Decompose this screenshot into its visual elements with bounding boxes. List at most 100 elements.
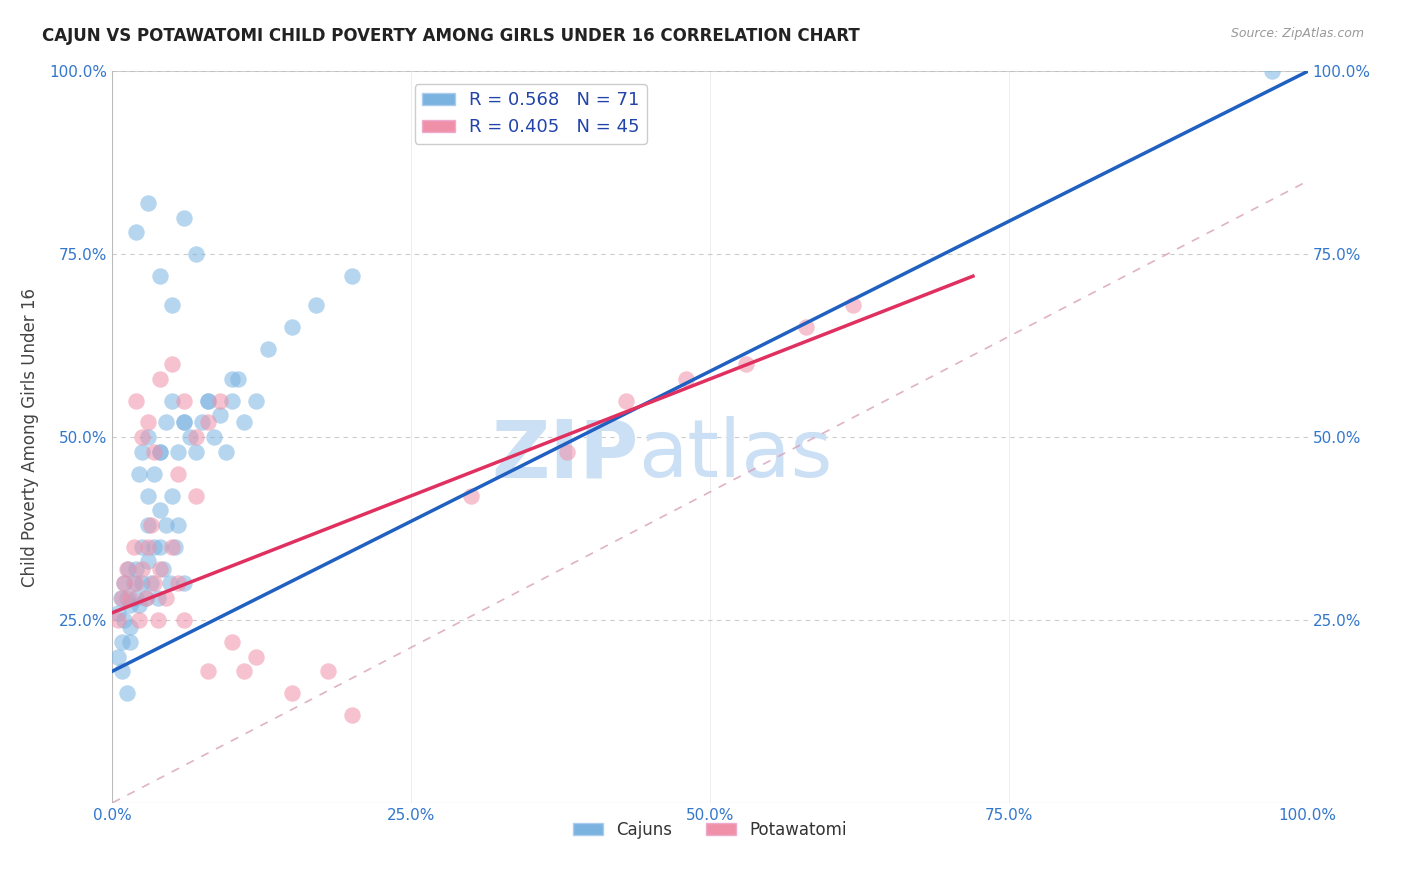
Point xyxy=(125,591,148,605)
Point xyxy=(120,591,142,605)
Point xyxy=(167,517,190,532)
Point xyxy=(162,393,183,408)
Point xyxy=(233,416,256,430)
Point xyxy=(173,393,195,408)
Point xyxy=(131,562,153,576)
Point xyxy=(128,599,150,613)
Point xyxy=(202,430,225,444)
Point xyxy=(149,540,172,554)
Point xyxy=(138,489,160,503)
Point xyxy=(138,554,160,568)
Point xyxy=(128,613,150,627)
Point xyxy=(197,393,219,408)
Point xyxy=(120,635,142,649)
Point xyxy=(221,393,243,408)
Point xyxy=(281,686,304,700)
Point xyxy=(245,649,267,664)
Point xyxy=(159,576,181,591)
Text: ZIP: ZIP xyxy=(491,417,638,494)
Point xyxy=(735,357,758,371)
Point xyxy=(460,489,482,503)
Point xyxy=(281,320,304,334)
Point xyxy=(149,269,172,284)
Point xyxy=(162,298,183,312)
Point xyxy=(173,416,195,430)
Point xyxy=(155,591,177,605)
Point xyxy=(221,371,243,385)
Legend: Cajuns, Potawatomi: Cajuns, Potawatomi xyxy=(567,814,853,846)
Point xyxy=(305,298,328,312)
Point xyxy=(146,613,169,627)
Point xyxy=(115,562,138,576)
Text: atlas: atlas xyxy=(638,417,832,494)
Point xyxy=(125,225,148,239)
Text: CAJUN VS POTAWATOMI CHILD POVERTY AMONG GIRLS UNDER 16 CORRELATION CHART: CAJUN VS POTAWATOMI CHILD POVERTY AMONG … xyxy=(42,27,860,45)
Point xyxy=(143,576,166,591)
Point xyxy=(197,393,219,408)
Point xyxy=(197,664,219,678)
Point xyxy=(186,430,208,444)
Point xyxy=(152,562,174,576)
Point xyxy=(149,562,172,576)
Point xyxy=(155,517,177,532)
Point xyxy=(143,444,166,458)
Point xyxy=(1261,64,1284,78)
Point xyxy=(143,540,166,554)
Point xyxy=(111,635,134,649)
Point xyxy=(149,444,172,458)
Point xyxy=(138,430,160,444)
Point xyxy=(173,416,195,430)
Point xyxy=(128,467,150,481)
Point xyxy=(163,540,186,554)
Point xyxy=(131,540,153,554)
Point xyxy=(215,444,238,458)
Point xyxy=(131,576,153,591)
Point xyxy=(173,211,195,225)
Point xyxy=(111,664,134,678)
Point xyxy=(257,343,280,357)
Point xyxy=(114,576,135,591)
Point xyxy=(139,517,162,532)
Point xyxy=(146,591,169,605)
Point xyxy=(245,393,267,408)
Point xyxy=(149,503,172,517)
Point xyxy=(173,576,195,591)
Point xyxy=(179,430,201,444)
Point xyxy=(120,599,142,613)
Point xyxy=(139,576,162,591)
Point xyxy=(167,467,190,481)
Point xyxy=(675,371,697,385)
Point xyxy=(143,467,166,481)
Point xyxy=(125,393,148,408)
Point xyxy=(138,517,160,532)
Point xyxy=(149,371,172,385)
Point xyxy=(135,591,157,605)
Point xyxy=(340,269,363,284)
Point xyxy=(316,664,339,678)
Point xyxy=(616,393,638,408)
Point xyxy=(209,408,232,422)
Point xyxy=(233,664,256,678)
Point xyxy=(226,371,249,385)
Point xyxy=(340,708,363,723)
Point xyxy=(173,613,195,627)
Point xyxy=(221,635,243,649)
Point xyxy=(111,591,134,605)
Point xyxy=(107,606,129,620)
Point xyxy=(125,576,148,591)
Point xyxy=(197,416,219,430)
Point xyxy=(115,591,138,605)
Point xyxy=(209,393,232,408)
Point xyxy=(135,591,157,605)
Point xyxy=(114,576,135,591)
Point xyxy=(115,686,138,700)
Point xyxy=(167,576,190,591)
Point xyxy=(138,196,160,211)
Point xyxy=(107,613,129,627)
Point xyxy=(162,540,183,554)
Point xyxy=(120,620,142,634)
Point xyxy=(167,444,190,458)
Point xyxy=(122,540,145,554)
Point xyxy=(138,540,160,554)
Point xyxy=(131,430,153,444)
